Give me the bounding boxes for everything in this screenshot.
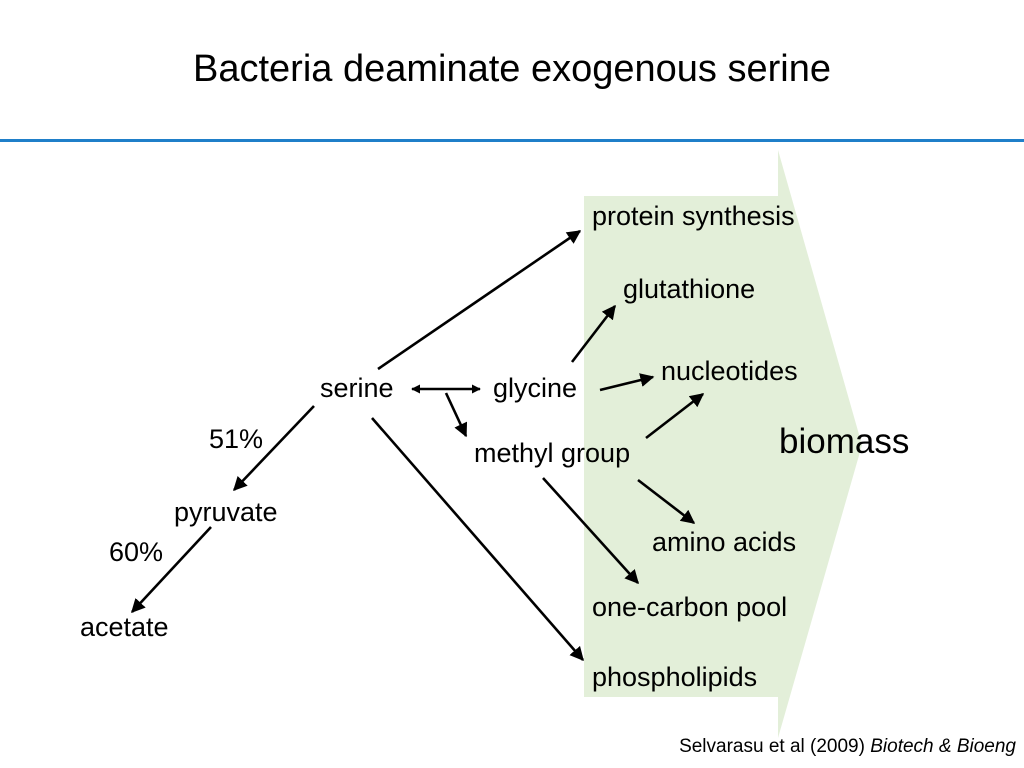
node-pyruvate: pyruvate (174, 497, 278, 527)
node-nucleotides: nucleotides (661, 356, 798, 386)
arrow-methyl-group-to-amino-acids (637, 478, 696, 525)
citation-journal: Biotech & Bioeng (870, 736, 1016, 757)
node-acetate: acetate (80, 612, 169, 642)
arrow-glycine-to-nucleotides (599, 373, 655, 392)
arrow-serine-to-protein-synthesis (377, 229, 582, 371)
node-glutathione: glutathione (623, 274, 756, 304)
node-methyl-group: methyl group (474, 438, 631, 468)
arrow-serine-to-phospholipids (371, 417, 584, 662)
node-protein-synthesis: protein synthesis (592, 201, 795, 231)
arrow-pyruvate-to-acetate (131, 526, 212, 614)
node-biomass: biomass (779, 422, 910, 461)
title-divider (0, 139, 1024, 142)
arrow-methyl-group-to-one-carbon-pool (542, 477, 639, 585)
citation: Selvarasu et al (2009) Biotech & Bioeng (679, 736, 1016, 758)
node-amino-acids: amino acids (652, 527, 797, 557)
node-phospholipids: phospholipids (592, 662, 758, 692)
arrow-to-methyl-group (444, 392, 468, 438)
arrow-glycine-to-glutathione (570, 304, 617, 363)
node-glycine: glycine (493, 373, 578, 403)
label-51-percent: 51% (209, 424, 264, 454)
citation-authors: Selvarasu et al (2009) (679, 736, 865, 757)
arrow-methyl-group-to-nucleotides (645, 392, 705, 440)
arrow-serine-to-pyruvate (233, 405, 315, 492)
biomass-arrow-shape (584, 150, 862, 738)
node-one-carbon-pool: one-carbon pool (592, 592, 788, 622)
node-serine: serine (320, 373, 394, 403)
label-60-percent: 60% (109, 537, 164, 567)
slide-title: Bacteria deaminate exogenous serine (193, 48, 831, 90)
